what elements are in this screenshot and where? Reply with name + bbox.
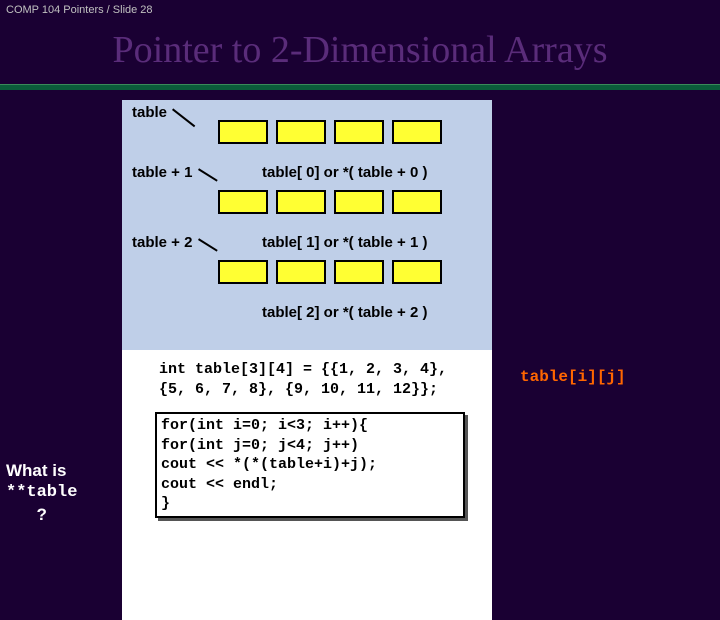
content-area: table table + 1 table[ 0] or *( table + … <box>0 90 720 510</box>
code-declaration: int table[3][4] = {{1, 2, 3, 4}, {5, 6, … <box>155 358 465 401</box>
right-expression: table[i][j] <box>520 368 626 386</box>
code-line: int table[3][4] = {{1, 2, 3, 4}, <box>159 360 461 380</box>
label-table: table <box>132 104 167 121</box>
what-is-line1: What is <box>6 460 77 482</box>
code-line: cout << endl; <box>161 475 459 495</box>
slide-title: Pointer to 2-Dimensional Arrays <box>0 20 720 84</box>
cell <box>218 190 268 214</box>
label-table1: table + 1 <box>132 164 192 181</box>
label-table2: table + 2 <box>132 234 192 251</box>
cell <box>276 260 326 284</box>
cell <box>334 120 384 144</box>
expr-0: table[ 0] or *( table + 0 ) <box>262 164 427 181</box>
code-loop: for(int i=0; i<3; i++){ for(int j=0; j<4… <box>155 412 465 518</box>
row-0 <box>218 120 442 144</box>
cell <box>392 260 442 284</box>
what-is-q: ? <box>6 504 77 526</box>
cell <box>392 120 442 144</box>
expr-1: table[ 1] or *( table + 1 ) <box>262 234 427 251</box>
code-line: for(int i=0; i<3; i++){ <box>161 416 459 436</box>
slide-header: COMP 104 Pointers / Slide 28 <box>0 0 720 20</box>
cell <box>218 260 268 284</box>
what-is-block: What is **table ? <box>6 460 77 526</box>
cell <box>218 120 268 144</box>
cell <box>276 190 326 214</box>
code-line: } <box>161 494 459 514</box>
cell <box>276 120 326 144</box>
code-line: {5, 6, 7, 8}, {9, 10, 11, 12}}; <box>159 380 461 400</box>
code-line: cout << *(*(table+i)+j); <box>161 455 459 475</box>
cell <box>334 260 384 284</box>
code-line: for(int j=0; j<4; j++) <box>161 436 459 456</box>
what-is-code: **table <box>6 482 77 504</box>
cell <box>334 190 384 214</box>
cell <box>392 190 442 214</box>
row-2 <box>218 260 442 284</box>
row-1 <box>218 190 442 214</box>
expr-2: table[ 2] or *( table + 2 ) <box>262 304 427 321</box>
